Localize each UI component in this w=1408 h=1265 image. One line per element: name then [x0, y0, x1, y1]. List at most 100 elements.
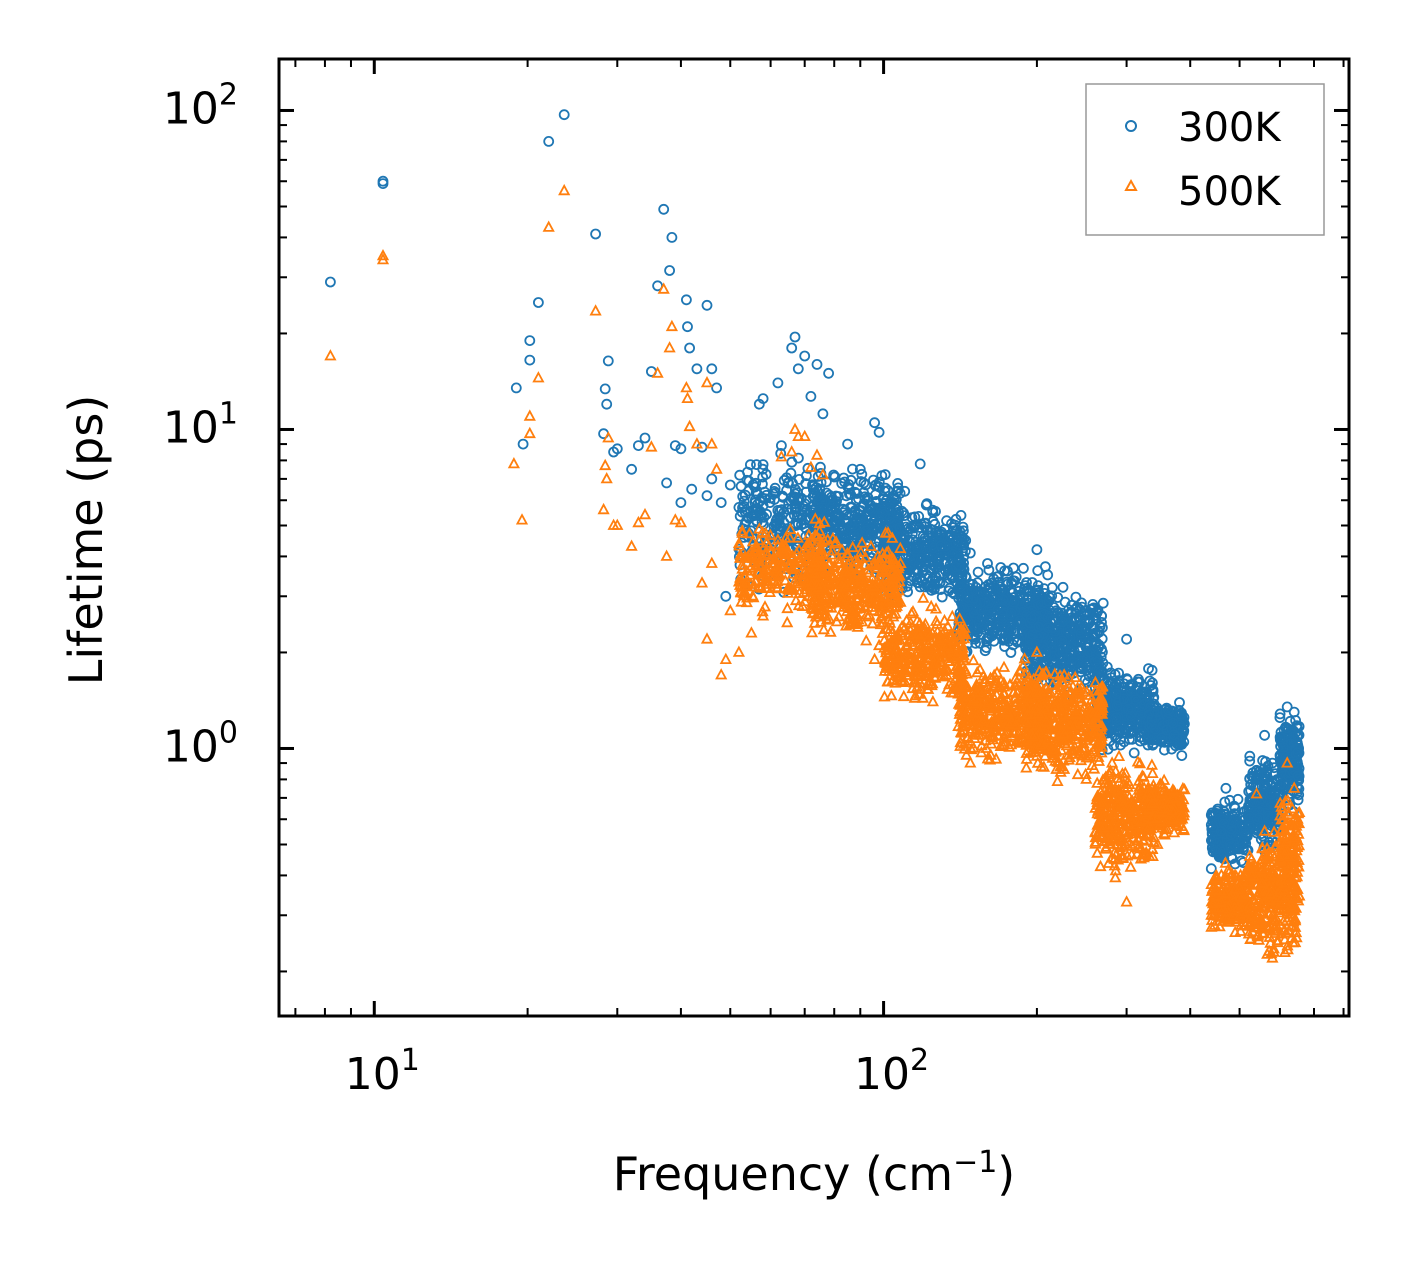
point-300K — [1141, 686, 1152, 698]
point-300K — [1218, 828, 1230, 840]
point-300K — [955, 581, 966, 593]
point-300K — [787, 493, 799, 505]
point-300K — [1042, 622, 1054, 634]
point-300K — [751, 503, 762, 515]
point-300K — [922, 552, 934, 564]
point-300K — [1051, 605, 1062, 617]
point-300K — [952, 536, 964, 548]
point-300K — [781, 484, 792, 496]
point-300K — [833, 509, 844, 520]
point-300K — [894, 531, 906, 543]
point-300K — [968, 593, 979, 604]
point-300K — [919, 518, 931, 530]
point-300K — [1094, 639, 1105, 651]
point-300K — [851, 495, 862, 506]
point-300K — [848, 529, 860, 541]
point-300K — [916, 551, 928, 562]
point-300K — [1206, 835, 1217, 846]
point-300K — [931, 525, 943, 537]
point-300K — [1147, 677, 1158, 689]
point-300K — [953, 593, 965, 604]
point-300K — [757, 463, 769, 475]
point-300K — [738, 495, 750, 507]
point-300K — [1027, 629, 1038, 640]
point-300K — [826, 491, 837, 503]
point-300K — [1124, 728, 1136, 739]
point-300K — [834, 516, 845, 528]
point-300K — [878, 493, 889, 505]
point-300K — [1046, 636, 1057, 648]
point-300K — [787, 477, 798, 489]
point-300K — [1083, 670, 1095, 682]
point-300K — [974, 637, 986, 649]
point-300K — [1087, 599, 1099, 610]
point-300K — [914, 581, 926, 593]
point-300K — [997, 594, 1009, 606]
point-300K — [983, 585, 994, 596]
point-300K — [960, 572, 972, 584]
point-300K — [898, 507, 909, 519]
point-300K — [1105, 672, 1117, 683]
point-300K — [1068, 623, 1079, 634]
point-300K — [761, 489, 772, 501]
point-300K — [847, 463, 858, 475]
point-300K — [1044, 592, 1056, 603]
point-300K — [1071, 601, 1083, 613]
point-300K — [734, 469, 746, 481]
point-300K — [1029, 609, 1041, 621]
point-300K — [986, 614, 998, 626]
point-300K — [1047, 622, 1058, 634]
point-300K — [1056, 635, 1068, 647]
point-300K — [1110, 688, 1122, 700]
point-300K — [807, 480, 819, 492]
point-300K — [1244, 755, 1256, 767]
point-300K — [849, 505, 861, 517]
point-300K — [1159, 744, 1170, 756]
point-300K — [813, 505, 825, 517]
point-300K — [750, 509, 762, 520]
point-300K — [812, 470, 824, 482]
point-300K — [960, 535, 972, 546]
point-300K — [945, 531, 957, 543]
point-300K — [1125, 710, 1137, 722]
point-300K — [983, 631, 995, 643]
point-300K — [1118, 693, 1130, 705]
point-300K — [1115, 739, 1126, 751]
point-300K — [884, 502, 895, 514]
point-300K — [1091, 637, 1103, 649]
point-300K — [858, 487, 869, 499]
point-300K — [1080, 624, 1092, 636]
point-300K — [865, 528, 877, 539]
point-300K — [1089, 656, 1101, 667]
point-300K — [1057, 616, 1068, 628]
point-300K — [956, 571, 967, 583]
point-300K — [930, 570, 941, 582]
point-300K — [1123, 726, 1135, 737]
point-300K — [896, 505, 908, 517]
point-300K — [977, 622, 988, 633]
point-300K — [771, 513, 783, 525]
point-300K — [1146, 684, 1158, 696]
point-300K — [737, 491, 749, 502]
point-300K — [1251, 813, 1263, 825]
point-300K — [823, 519, 834, 530]
point-300K — [776, 504, 787, 516]
point-300K — [1111, 692, 1122, 704]
point-300K — [935, 540, 947, 552]
point-300K — [996, 584, 1007, 596]
point-300K — [1063, 653, 1074, 665]
point-300K — [856, 468, 868, 480]
point-300K — [795, 508, 807, 520]
point-300K — [876, 470, 888, 482]
point-300K — [1076, 635, 1087, 647]
point-300K — [1078, 608, 1090, 620]
point-300K — [911, 542, 923, 554]
point-300K — [1108, 740, 1120, 751]
point-300K — [891, 507, 902, 519]
point-300K — [1006, 587, 1018, 599]
point-300K — [749, 497, 761, 509]
point-300K — [1052, 592, 1064, 603]
point-300K — [1018, 562, 1029, 574]
point-300K — [1133, 673, 1144, 685]
point-300K — [1025, 613, 1037, 624]
